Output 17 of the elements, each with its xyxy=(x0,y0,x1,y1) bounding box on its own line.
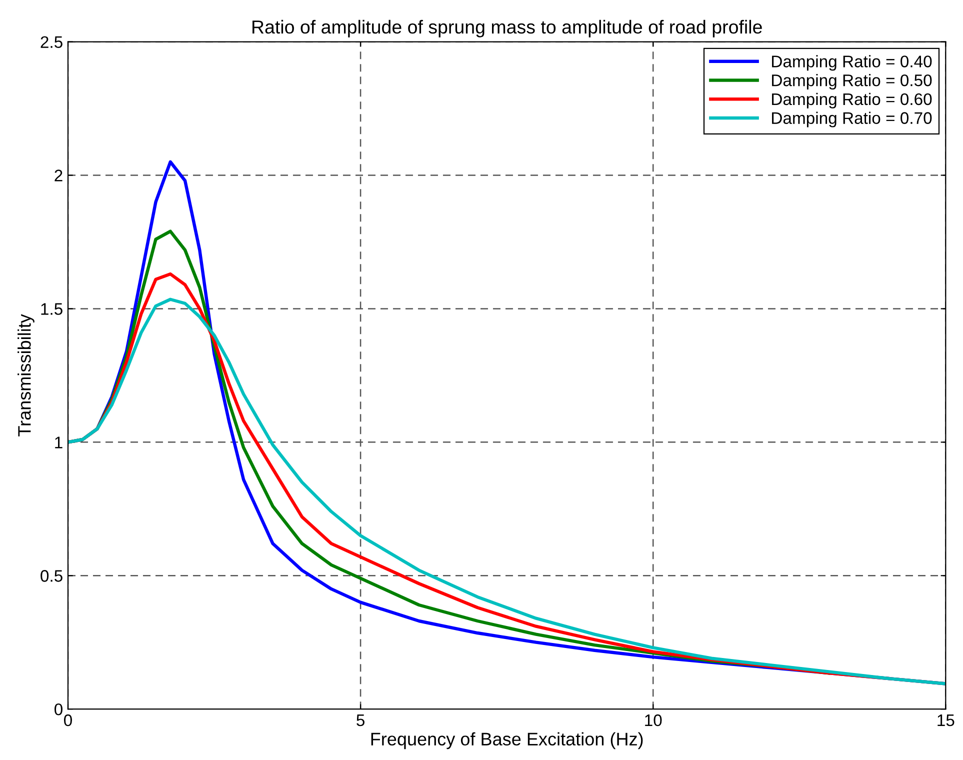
y-axis-title: Transmissibility xyxy=(18,314,34,436)
x-axis-title: Frequency of Base Excitation (Hz) xyxy=(371,732,643,750)
chart-title: Ratio of amplitude of sprung mass to amplitude of road profile xyxy=(252,20,762,38)
y-tick-label: 1 xyxy=(55,436,62,448)
legend-label: Damping Ratio = 0.40 xyxy=(772,55,932,71)
legend-label: Damping Ratio = 0.50 xyxy=(772,74,932,90)
y-tick-label: 0.5 xyxy=(40,570,62,582)
x-tick-label: 10 xyxy=(645,714,662,726)
y-tick-label: 1.5 xyxy=(41,303,62,315)
x-tick-label: 15 xyxy=(938,714,954,726)
x-tick-label: 5 xyxy=(356,714,364,726)
legend-label: Damping Ratio = 0.70 xyxy=(772,112,932,128)
legend-label: Damping Ratio = 0.60 xyxy=(772,92,932,108)
y-tick-label: 2 xyxy=(54,170,62,182)
y-tick-label: 2.5 xyxy=(40,36,62,48)
x-tick-label: 0 xyxy=(64,714,72,726)
y-tick-label: 0 xyxy=(54,703,62,716)
